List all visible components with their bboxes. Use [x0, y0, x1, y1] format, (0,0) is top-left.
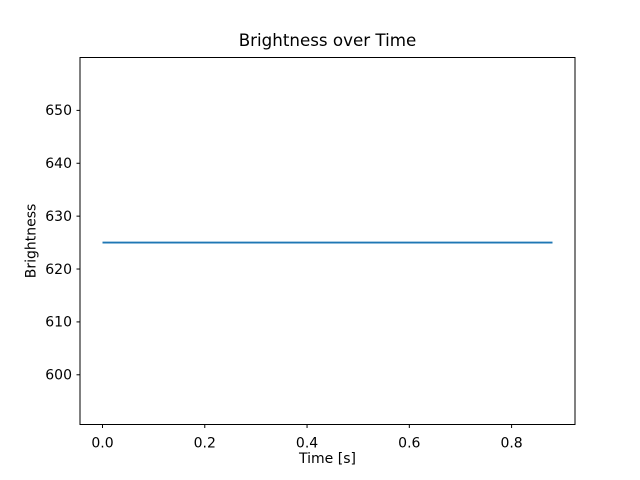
y-tick-label: 630 [45, 209, 72, 225]
y-tick-label: 650 [45, 103, 72, 119]
x-tick-label: 0.6 [398, 436, 420, 452]
x-tick-label: 0.8 [500, 436, 522, 452]
y-tick-label: 610 [45, 315, 72, 331]
y-axis-label: Brightness [23, 203, 40, 279]
y-tick-label: 600 [45, 368, 72, 384]
y-tick-label: 620 [45, 262, 72, 278]
chart-title: Brightness over Time [238, 30, 417, 50]
x-tick-label: 0.4 [296, 436, 318, 452]
x-tick-label: 0.2 [194, 436, 216, 452]
plot-frame [79, 57, 576, 425]
x-tick-label: 0.0 [91, 436, 113, 452]
y-tick-label: 640 [45, 156, 72, 172]
x-axis-label: Time [s] [299, 451, 356, 467]
